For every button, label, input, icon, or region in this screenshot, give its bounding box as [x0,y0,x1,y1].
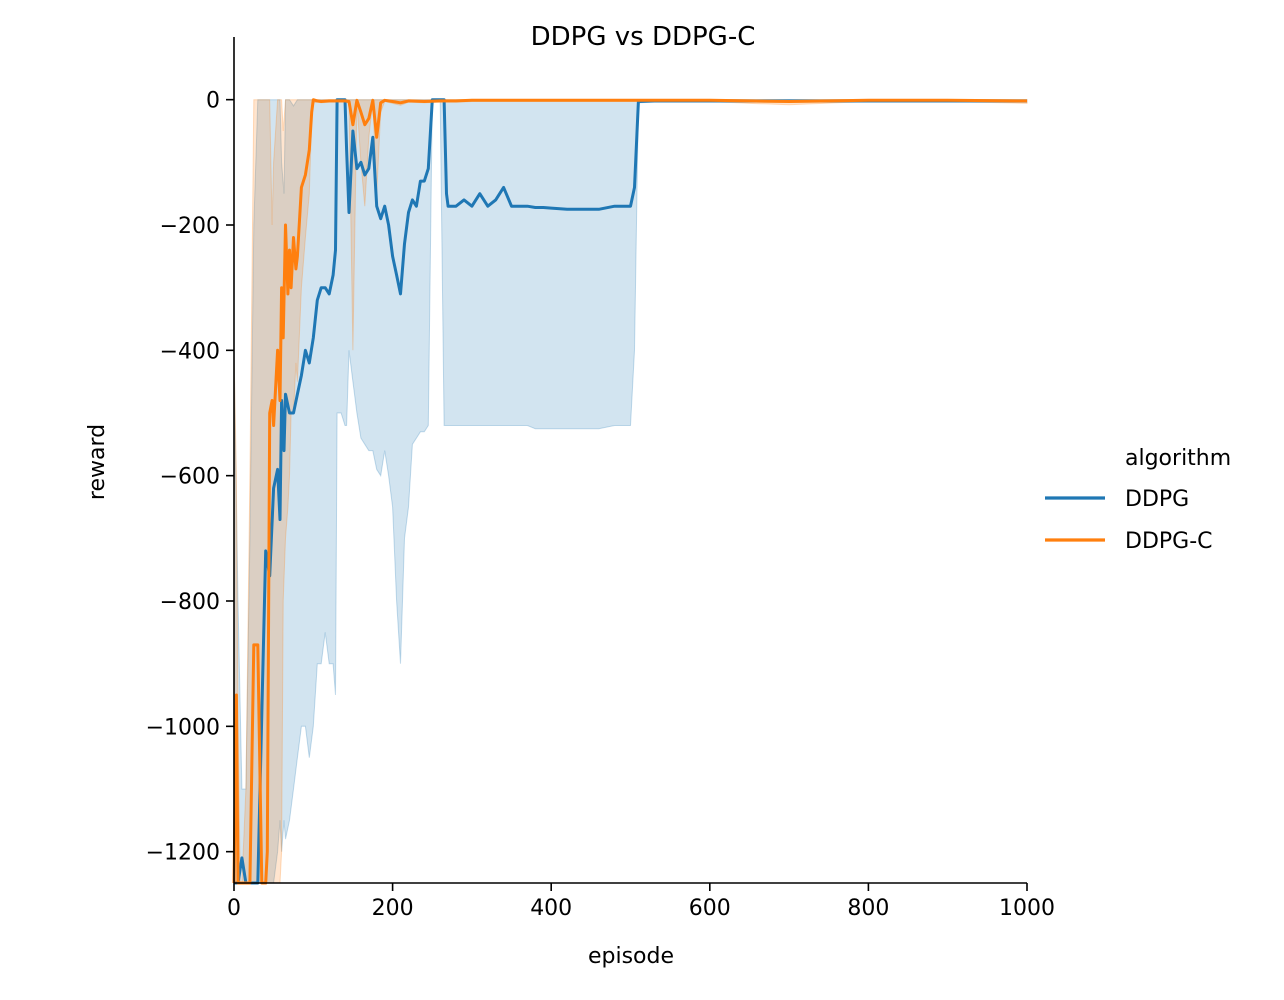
chart-title: DDPG vs DDPG-C [531,22,756,52]
x-tick-label: 600 [689,896,731,921]
y-tick-label: 0 [206,89,220,114]
x-tick-label: 1000 [999,896,1055,921]
y-tick-label: −800 [160,590,220,615]
x-tick-label: 0 [227,896,241,921]
legend-label-ddpg: DDPG [1125,487,1189,512]
x-tick-label: 800 [847,896,889,921]
y-tick-label: −600 [160,465,220,490]
legend: algorithm DDPG DDPG-C [1045,446,1231,554]
legend-label-ddpg-c: DDPG-C [1125,529,1213,554]
confidence-bands [234,100,1027,883]
x-axis-ticks: 0 200 400 600 800 1000 [227,883,1055,921]
x-tick-label: 200 [372,896,414,921]
y-tick-label: −1200 [146,841,220,866]
x-tick-label: 400 [530,896,572,921]
legend-title: algorithm [1125,446,1231,471]
y-axis-ticks: 0 −200 −400 −600 −800 −1000 −1200 [146,89,234,866]
y-axis-label: reward [85,424,110,500]
x-axis-label: episode [588,944,674,969]
y-tick-label: −200 [160,214,220,239]
y-tick-label: −1000 [146,715,220,740]
y-tick-label: −400 [160,339,220,364]
